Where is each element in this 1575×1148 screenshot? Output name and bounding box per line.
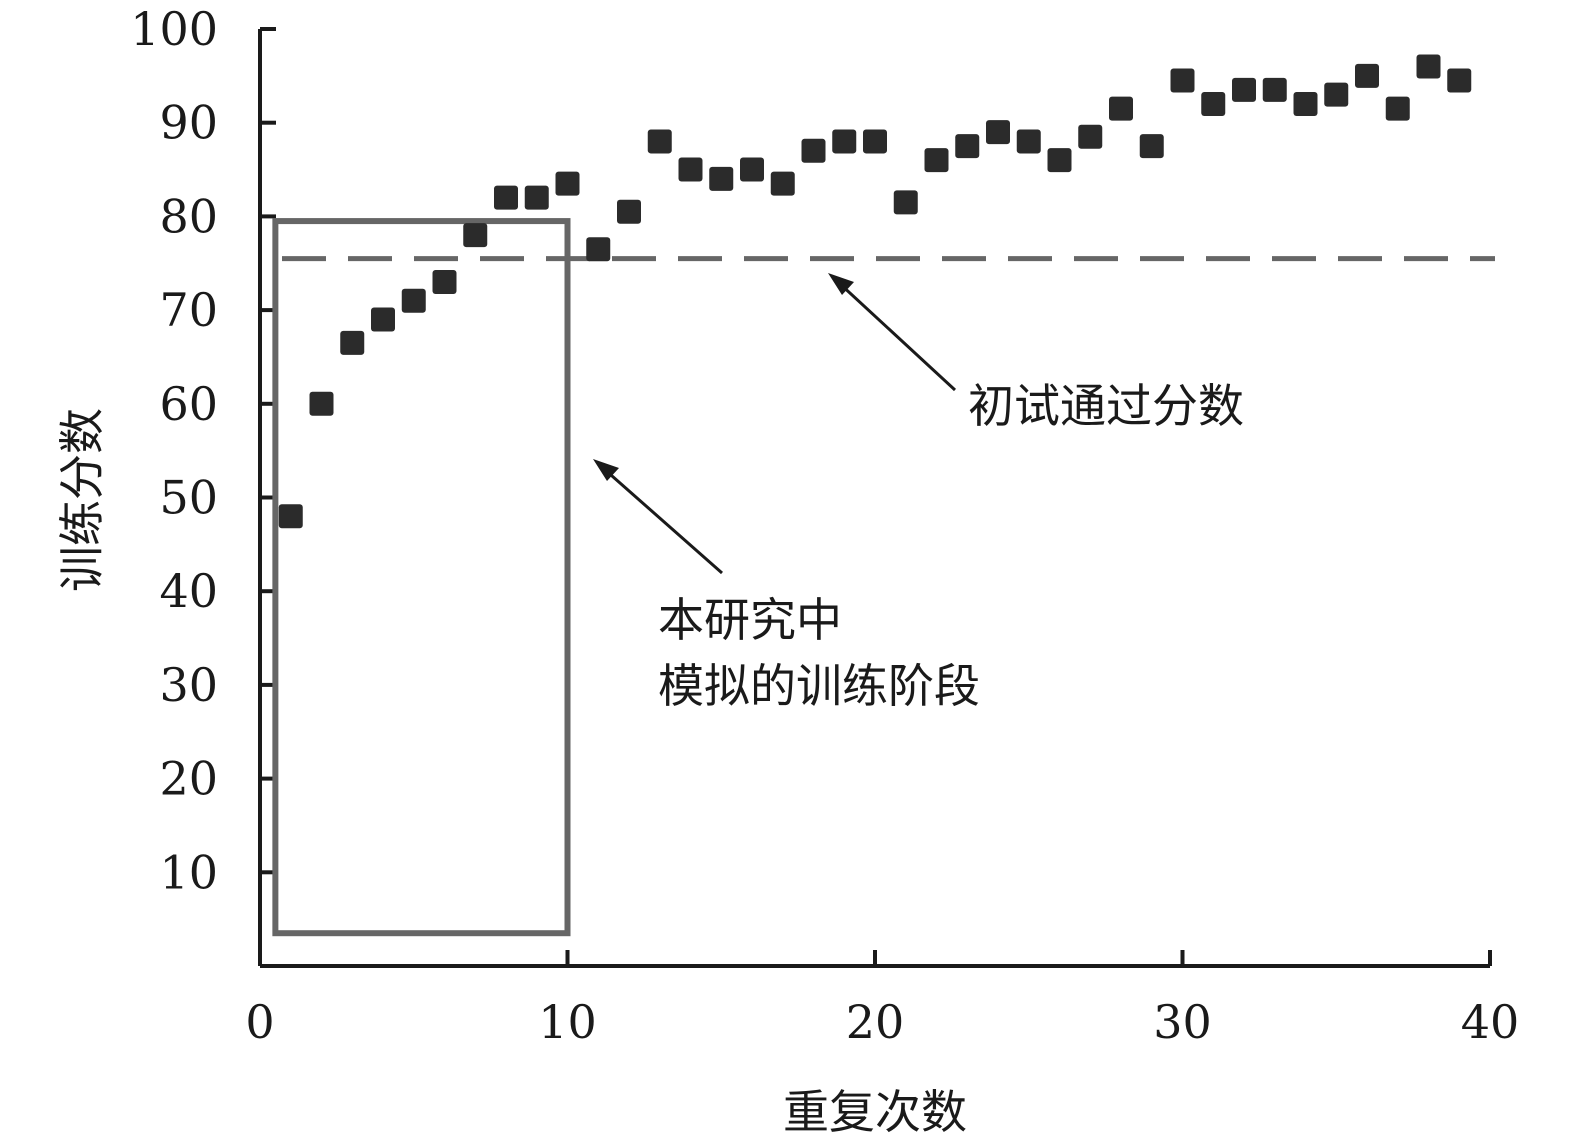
data-point	[555, 171, 580, 196]
data-point	[1139, 134, 1164, 159]
data-point	[986, 120, 1010, 145]
data-point	[709, 166, 734, 191]
data-point	[278, 504, 303, 529]
data-point	[1047, 148, 1072, 173]
training-phase-arrow	[602, 466, 723, 575]
data-point	[770, 171, 795, 196]
data-point	[1385, 96, 1410, 121]
data-point	[647, 129, 672, 154]
data-point	[1324, 82, 1349, 107]
y-ticks: 10 20 30 40 50 60 70 80 90 100	[130, 2, 276, 899]
data-point	[1078, 124, 1103, 149]
x-axis-title: 重复次数	[783, 1085, 967, 1139]
y-tick-label: 90	[159, 96, 218, 150]
data-point	[494, 185, 518, 210]
data-point	[1416, 54, 1441, 79]
y-tick-label: 50	[159, 471, 218, 525]
annotations: 初试通过分数 本研究中 模拟的训练阶段	[593, 273, 1244, 713]
x-ticks: 0 10 20 30 40	[245, 950, 1519, 1049]
data-point	[1109, 96, 1133, 121]
data-point	[740, 157, 764, 182]
data-points	[278, 54, 1472, 529]
y-axis-title: 训练分数	[55, 408, 109, 592]
training-phase-arrowhead	[593, 459, 619, 481]
data-point	[309, 391, 334, 416]
y-tick-label: 60	[159, 377, 218, 431]
y-tick-label: 30	[159, 658, 218, 712]
data-point	[617, 199, 641, 224]
x-tick-label: 40	[1461, 995, 1520, 1049]
data-point	[524, 185, 549, 210]
training-phase-label-line2: 模拟的训练阶段	[658, 659, 980, 713]
data-point	[678, 157, 703, 182]
data-point	[463, 223, 488, 248]
data-point	[801, 138, 826, 163]
data-point	[340, 330, 365, 355]
y-tick-label: 70	[159, 283, 218, 337]
data-point	[1262, 77, 1287, 102]
x-tick-label: 0	[245, 995, 274, 1049]
data-point	[1232, 77, 1256, 102]
x-tick-label: 10	[538, 995, 597, 1049]
data-point	[586, 237, 611, 262]
data-point	[924, 148, 949, 173]
data-point	[832, 129, 857, 154]
x-tick-label: 20	[846, 995, 905, 1049]
y-tick-label: 80	[159, 189, 218, 243]
data-point	[1355, 63, 1379, 88]
passing-score-arrow	[836, 280, 957, 392]
data-point	[1201, 91, 1226, 116]
passing-score-arrowhead	[828, 273, 854, 295]
data-point	[955, 134, 980, 159]
data-point	[1293, 91, 1318, 116]
y-tick-label: 40	[159, 564, 218, 618]
data-point	[863, 129, 887, 154]
x-tick-label: 30	[1153, 995, 1212, 1049]
y-tick-label: 10	[159, 845, 218, 899]
passing-score-label: 初试通过分数	[968, 379, 1244, 433]
training-phase-label-line1: 本研究中	[658, 593, 842, 647]
axes	[258, 29, 1490, 968]
data-point	[371, 307, 395, 332]
data-point	[1170, 68, 1195, 93]
data-point	[432, 269, 457, 294]
data-point	[893, 190, 918, 215]
y-tick-label: 20	[159, 752, 218, 806]
data-point	[1016, 129, 1041, 154]
training-phase-box	[272, 218, 571, 937]
y-tick-label: 100	[130, 2, 218, 56]
data-point	[1447, 68, 1472, 93]
data-point	[401, 288, 426, 313]
